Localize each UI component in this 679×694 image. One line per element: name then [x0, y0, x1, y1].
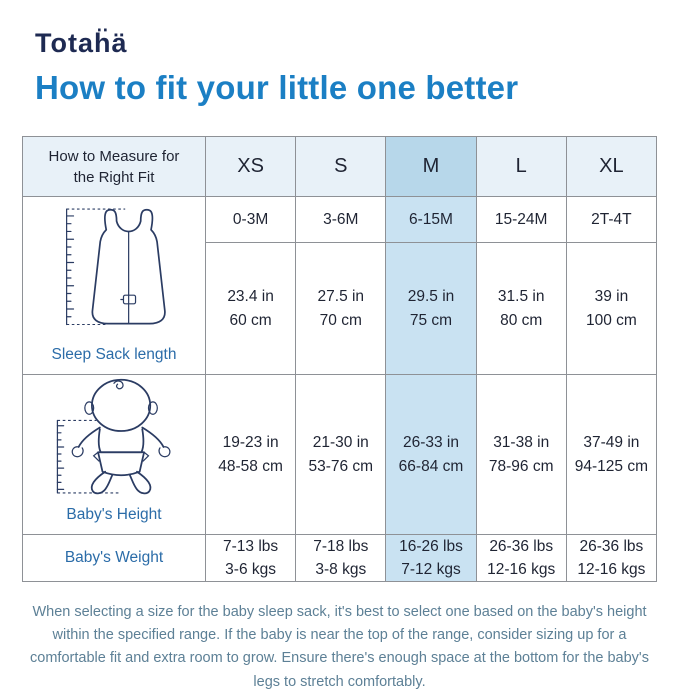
weight-lbs: 26-36 lbs — [579, 537, 644, 555]
length-in: 31.5 in — [497, 288, 545, 306]
length-cm: 75 cm — [409, 311, 453, 329]
size-col-header-l: L — [476, 137, 567, 197]
weight-lbs: 26-36 lbs — [489, 537, 554, 555]
page-title: How to fit your little one better — [35, 69, 519, 106]
length-cell-m: 29.5 in 75 cm — [386, 243, 477, 375]
weight-kgs: 12-16 kgs — [487, 561, 556, 578]
weight-lbs: 16-26 lbs — [399, 537, 463, 555]
length-cell-s: 27.5 in 70 cm — [296, 243, 387, 375]
age-cell-l: 15-24M — [476, 197, 567, 243]
baby-height-illustration-cell: Baby's Height — [23, 375, 206, 535]
age-cell-xs: 0-3M — [206, 197, 297, 243]
weight-cell-s: 7-18 lbs 3-8 kgs — [296, 535, 387, 582]
height-cell-xs: 19-23 in 48-58 cm — [206, 375, 297, 535]
age-cell-s: 3-6M — [296, 197, 387, 243]
length-in: 29.5 in — [407, 288, 455, 306]
height-cm: 53-76 cm — [308, 457, 374, 475]
height-cm: 66-84 cm — [398, 457, 464, 475]
height-in: 37-49 in — [583, 434, 640, 452]
length-in: 23.4 in — [227, 288, 274, 306]
height-cell-m: 26-33 in 66-84 cm — [386, 375, 477, 535]
age-cell-xl: 2T-4T — [566, 197, 657, 243]
height-cm: 78-96 cm — [488, 457, 554, 475]
sleep-sack-length-label: Sleep Sack length — [51, 346, 177, 363]
length-cell-xl: 39 in 100 cm — [566, 243, 657, 375]
length-in: 27.5 in — [317, 288, 365, 306]
baby-icon — [56, 378, 171, 495]
length-cell-xs: 23.4 in 60 cm — [206, 243, 297, 375]
size-col-header-xl: XL — [566, 137, 657, 197]
weight-cell-l: 26-36 lbs 12-16 kgs — [476, 535, 567, 582]
height-in: 21-30 in — [312, 434, 369, 452]
size-col-header-m-highlighted: M — [386, 137, 477, 197]
length-cm: 60 cm — [229, 311, 272, 329]
weight-lbs: 7-18 lbs — [313, 537, 369, 555]
length-cell-l: 31.5 in 80 cm — [476, 243, 567, 375]
age-cell-m: 6-15M — [386, 197, 477, 243]
baby-height-label: Baby's Height — [66, 506, 162, 523]
height-cell-l: 31-38 in 78-96 cm — [476, 375, 567, 535]
weight-cell-xs: 7-13 lbs 3-6 kgs — [206, 535, 297, 582]
length-cm: 100 cm — [585, 311, 637, 329]
weight-lbs: 7-13 lbs — [223, 537, 279, 555]
weight-kgs: 3-6 kgs — [225, 561, 277, 578]
size-table: How to Measure for the Right Fit XS S M … — [22, 136, 657, 582]
height-cm: 94-125 cm — [574, 457, 648, 475]
height-in: 19-23 in — [222, 434, 279, 452]
sizing-note: When selecting a size for the baby sleep… — [30, 604, 649, 690]
length-cm: 80 cm — [500, 311, 543, 329]
height-in: 31-38 in — [493, 434, 550, 452]
weight-kgs: 3-8 kgs — [315, 561, 367, 578]
weight-cell-m: 16-26 lbs 7-12 kgs — [386, 535, 477, 582]
baby-weight-label: Baby's Weight — [23, 535, 206, 582]
weight-kgs: 12-16 kgs — [577, 561, 646, 578]
length-in: 39 in — [594, 288, 629, 306]
height-in: 26-33 in — [402, 434, 459, 452]
corner-header-line2: the Right Fit — [73, 168, 155, 186]
length-cm: 70 cm — [319, 311, 362, 329]
corner-header-line1: How to Measure for — [48, 147, 180, 165]
size-col-header-xs: XS — [206, 137, 297, 197]
height-cell-xl: 37-49 in 94-125 cm — [566, 375, 657, 535]
sleep-sack-icon — [66, 208, 166, 326]
size-col-header-s: S — [296, 137, 387, 197]
height-cm: 48-58 cm — [218, 457, 283, 475]
brand-logo: Totaḧä — [35, 28, 128, 58]
weight-cell-xl: 26-36 lbs 12-16 kgs — [566, 535, 657, 582]
weight-kgs: 7-12 kgs — [401, 561, 461, 578]
height-cell-s: 21-30 in 53-76 cm — [296, 375, 387, 535]
table-corner-header: How to Measure for the Right Fit — [23, 137, 206, 197]
sleep-sack-illustration-cell: Sleep Sack length — [23, 197, 206, 375]
